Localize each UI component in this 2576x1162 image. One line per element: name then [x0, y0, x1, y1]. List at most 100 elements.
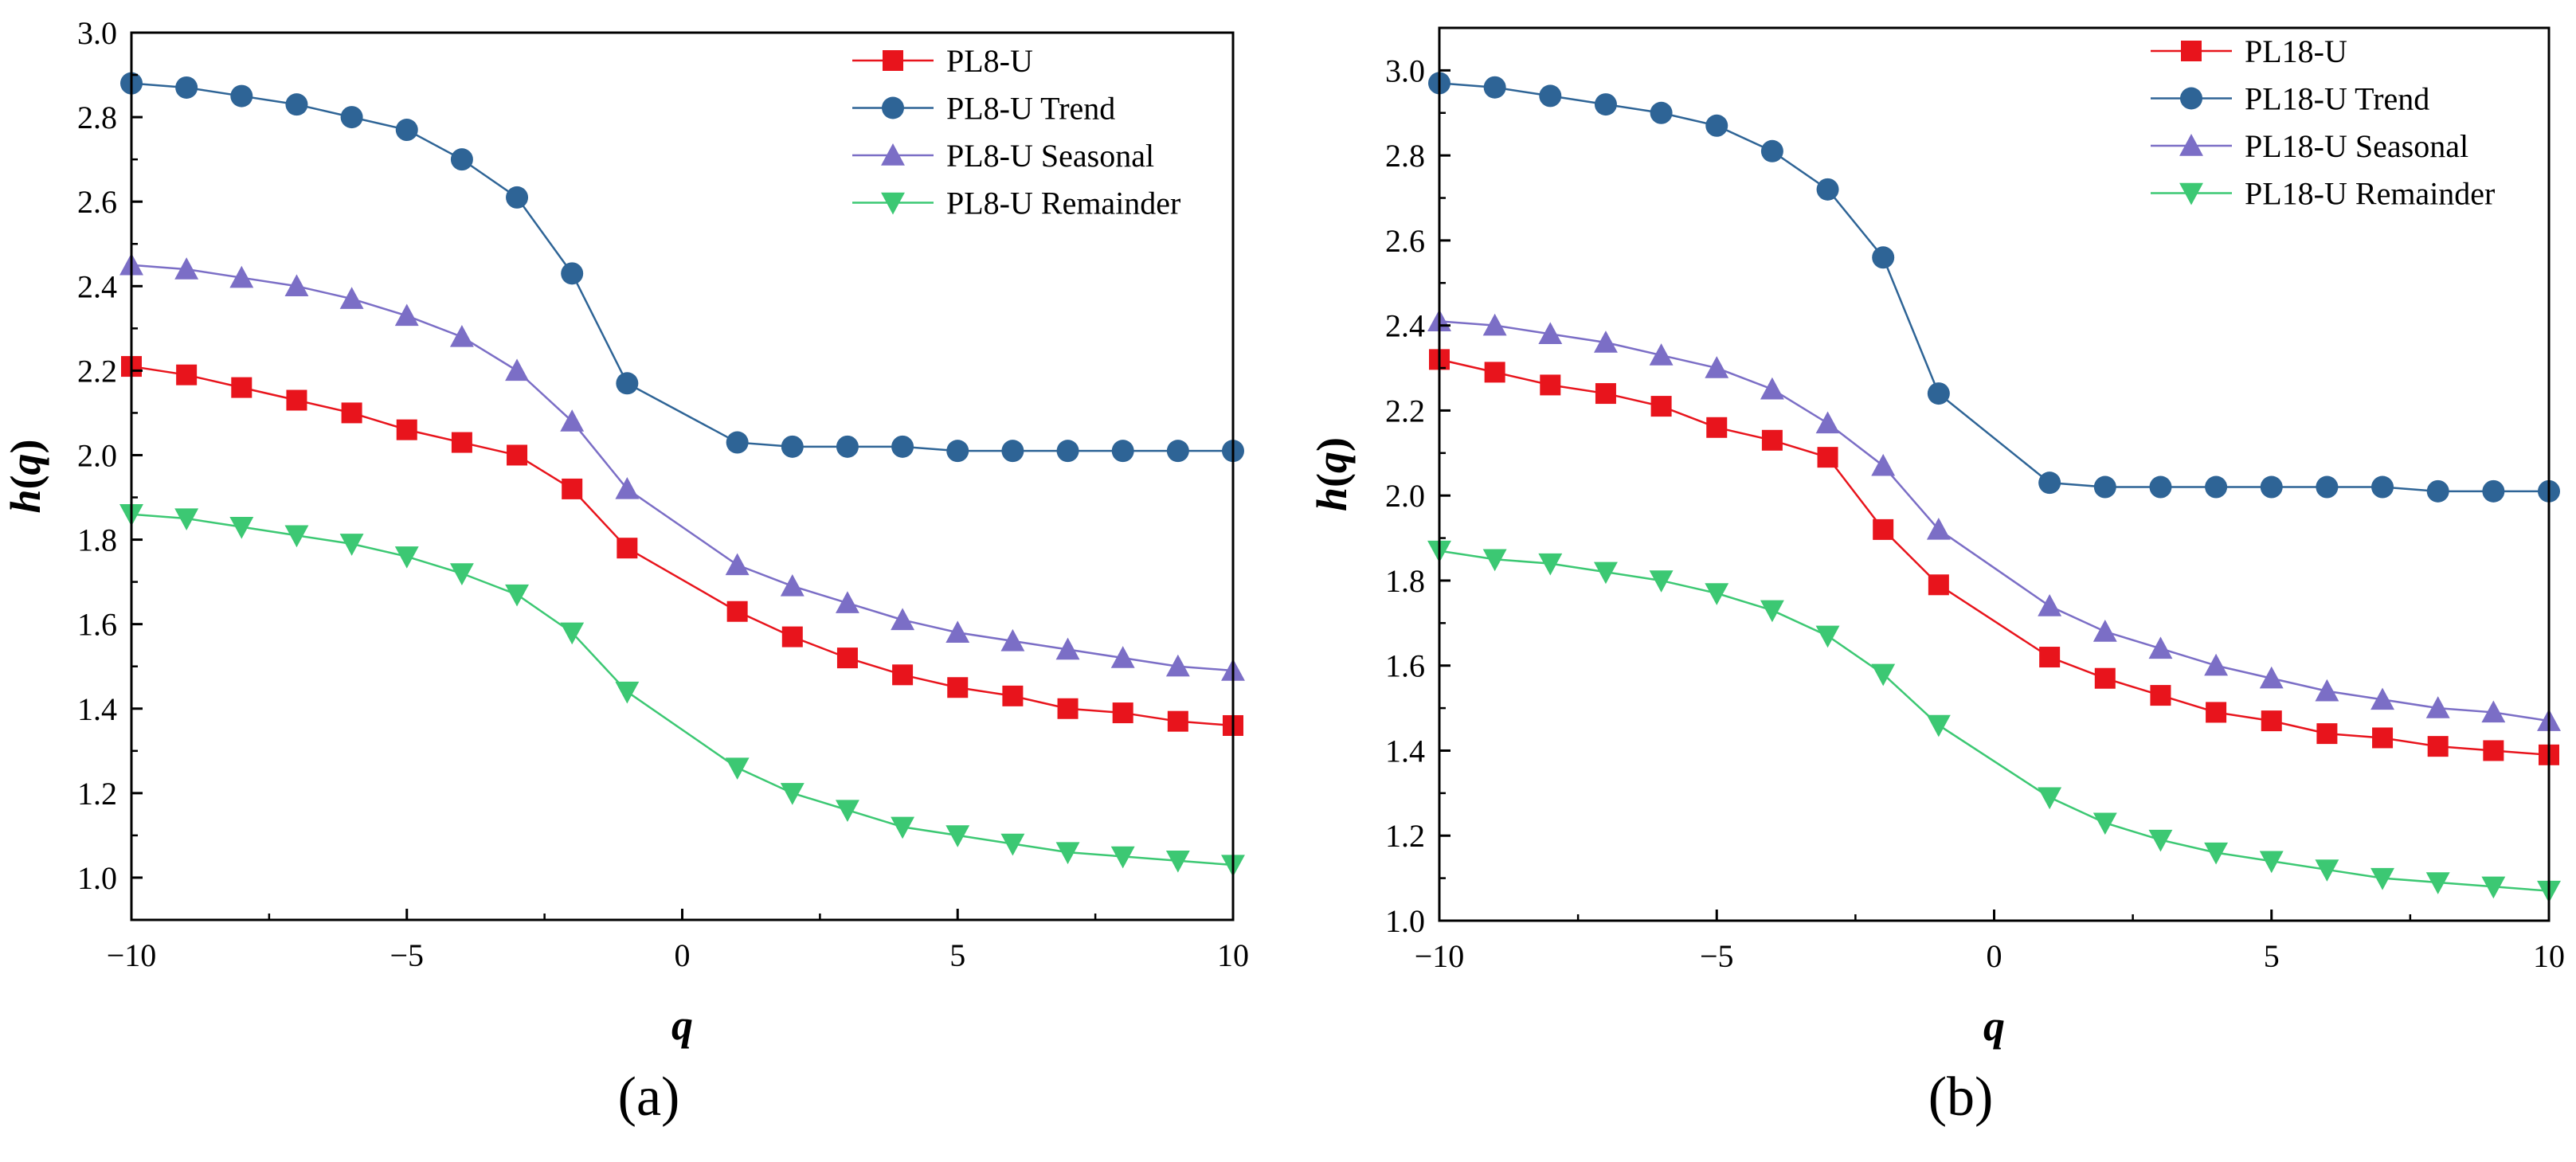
- data-point: [725, 757, 750, 780]
- series-1: [120, 72, 1244, 463]
- data-point: [1055, 842, 1080, 865]
- y-tick-label: 1.0: [1385, 903, 1425, 939]
- data-point: [1000, 628, 1025, 651]
- data-point: [1594, 331, 1618, 353]
- data-point: [284, 274, 309, 296]
- x-axis-label: q: [1983, 1002, 2005, 1050]
- data-point: [1760, 139, 1783, 162]
- data-point: [947, 677, 969, 698]
- data-point: [2038, 594, 2062, 616]
- data-point: [1649, 343, 1674, 366]
- data-point: [560, 622, 585, 645]
- data-point: [561, 262, 584, 285]
- data-point: [615, 476, 640, 499]
- legend-marker: [2179, 182, 2203, 205]
- y-tick-label: 1.4: [1385, 733, 1425, 769]
- data-point: [2148, 829, 2173, 852]
- data-point: [2371, 475, 2394, 499]
- data-point: [1706, 417, 1728, 438]
- data-point: [341, 402, 362, 424]
- data-point: [617, 538, 638, 559]
- data-point: [1816, 178, 1839, 201]
- data-point: [1594, 561, 1618, 585]
- legend-item: PL18-U Trend: [2151, 81, 2429, 117]
- data-point: [615, 681, 640, 704]
- legend-label: PL8-U: [946, 43, 1033, 79]
- legend-marker: [2179, 134, 2203, 156]
- series-2: [1427, 309, 2561, 731]
- y-axis-label: h(q): [2, 439, 49, 513]
- legend-item: PL8-U: [852, 43, 1033, 79]
- data-point: [891, 816, 915, 839]
- y-tick-label: 1.6: [1385, 648, 1425, 684]
- data-point: [1815, 625, 1840, 648]
- data-point: [2426, 479, 2449, 503]
- data-point: [836, 435, 859, 458]
- data-point: [1595, 383, 1616, 405]
- data-point: [505, 584, 529, 607]
- y-tick-label: 1.4: [77, 691, 117, 727]
- data-point: [231, 377, 253, 398]
- data-point: [2259, 666, 2284, 689]
- data-point: [229, 516, 254, 539]
- panel-label: (a): [618, 1066, 680, 1128]
- data-point: [892, 664, 914, 686]
- data-point: [1167, 710, 1188, 732]
- data-point: [2204, 653, 2229, 676]
- y-tick-label: 2.2: [1385, 393, 1425, 428]
- y-tick-label: 2.8: [77, 100, 117, 135]
- y-tick-label: 2.6: [1385, 223, 1425, 259]
- data-point: [1761, 429, 1783, 451]
- data-point: [891, 608, 915, 631]
- legend-label: PL8-U Remainder: [946, 186, 1180, 221]
- data-point: [562, 478, 583, 499]
- data-point: [340, 106, 363, 129]
- y-label-open-paren: (: [1308, 473, 1356, 487]
- legend-marker: [882, 96, 904, 119]
- legend-item: PL8-U Remainder: [852, 186, 1180, 221]
- y-tick-label: 2.0: [77, 437, 117, 473]
- data-point: [2372, 727, 2394, 749]
- data-point: [1056, 440, 1079, 463]
- data-point: [2315, 679, 2339, 702]
- y-tick-label: 2.0: [1385, 478, 1425, 514]
- data-point: [2148, 636, 2173, 659]
- data-point: [339, 534, 364, 556]
- y-tick-label: 1.8: [77, 522, 117, 558]
- data-point: [780, 783, 805, 805]
- data-point: [946, 440, 969, 463]
- series-1: [1428, 72, 2560, 503]
- series-0: [121, 356, 1243, 736]
- series-line: [1439, 550, 2550, 892]
- data-point: [1873, 518, 1894, 540]
- data-point: [1166, 440, 1189, 463]
- data-point: [2370, 867, 2394, 890]
- legend-item: PL8-U Trend: [852, 91, 1115, 127]
- y-tick-label: 2.8: [1385, 138, 1425, 174]
- data-point: [339, 287, 364, 309]
- panel-b: −10 −5 0 5 10 1.0 1.2 1.4 1.6 1.8 2.0 2.2 2.4 2.6 2.8 3…: [1308, 26, 2565, 1128]
- legend-marker: [2181, 41, 2202, 61]
- data-point: [560, 409, 585, 432]
- data-point: [284, 525, 309, 548]
- data-point: [394, 546, 419, 569]
- x-tick-label: −10: [1415, 938, 1465, 974]
- data-point: [1926, 714, 1951, 737]
- legend-label: PL18-U: [2245, 33, 2347, 69]
- data-point: [1927, 382, 1950, 405]
- data-point: [1594, 93, 1617, 116]
- y-tick-label: 3.0: [77, 15, 117, 51]
- data-point: [1482, 549, 1507, 572]
- data-point: [2427, 736, 2449, 757]
- legend-marker: [881, 143, 905, 166]
- data-point: [1055, 637, 1080, 660]
- data-point: [2039, 647, 2061, 668]
- data-point: [781, 626, 803, 648]
- data-point: [229, 265, 254, 288]
- data-point: [616, 372, 639, 395]
- legend-item: PL18-U Remainder: [2151, 176, 2495, 212]
- data-point: [2316, 723, 2338, 745]
- data-point: [2038, 787, 2062, 810]
- y-tick-label: 1.0: [77, 860, 117, 896]
